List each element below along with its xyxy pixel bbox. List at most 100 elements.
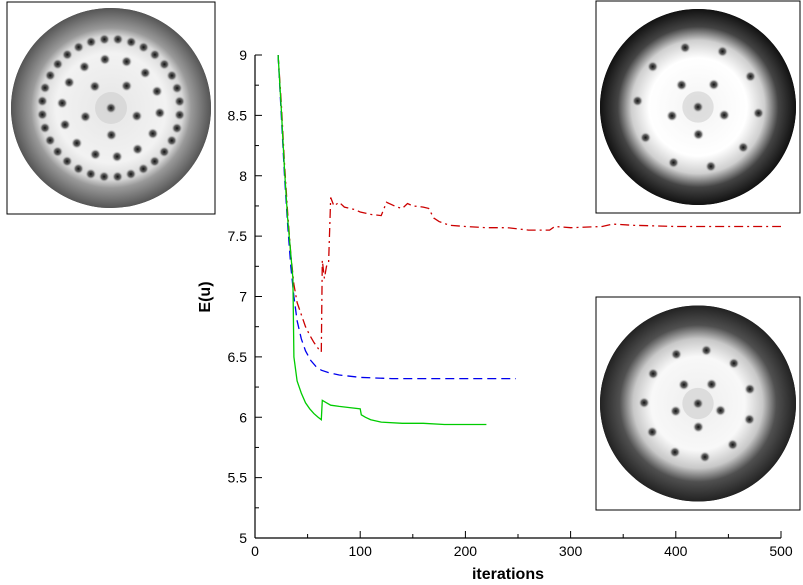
- vortex: [85, 168, 97, 180]
- vortex: [744, 383, 756, 395]
- vortex: [99, 53, 111, 65]
- vortex: [71, 137, 83, 149]
- vortex: [708, 79, 720, 91]
- vortex: [668, 157, 679, 169]
- vortex: [166, 70, 178, 82]
- vortex: [678, 379, 690, 391]
- x-tick-label: 300: [559, 543, 583, 559]
- vortex: [727, 439, 739, 451]
- vortex: [717, 45, 728, 57]
- vortex: [638, 397, 650, 409]
- vortex: [745, 70, 756, 82]
- x-tick-label: 500: [769, 543, 793, 559]
- vortex: [753, 107, 764, 119]
- vortex: [72, 163, 84, 175]
- y-tick-label: 6.5: [228, 349, 248, 365]
- vortex: [52, 146, 64, 158]
- vortex: [151, 85, 163, 97]
- vortex: [78, 61, 90, 73]
- vortex: [63, 76, 75, 88]
- vortex: [61, 155, 73, 167]
- vortex: [692, 101, 704, 113]
- y-axis-title: E(u): [197, 281, 214, 312]
- vortex: [125, 168, 137, 180]
- x-axis-title: iterations: [472, 566, 544, 583]
- y-tick-label: 8: [239, 168, 247, 184]
- vortex: [89, 80, 101, 92]
- vortex: [59, 119, 71, 131]
- y-tick-label: 5.5: [228, 470, 248, 486]
- vortex: [158, 146, 170, 158]
- vortex: [669, 446, 681, 458]
- vortex: [138, 41, 150, 53]
- vortex: [131, 110, 143, 122]
- series-line-3: [277, 54, 487, 426]
- vortex: [61, 49, 73, 61]
- vortex: [105, 129, 117, 141]
- vortex: [692, 128, 704, 140]
- vortex: [149, 49, 161, 61]
- vortex: [112, 171, 124, 183]
- y-tick-label: 9: [239, 47, 247, 63]
- vortex: [174, 109, 186, 121]
- vortex: [139, 67, 151, 79]
- vortex: [98, 33, 110, 45]
- x-axis-ticks: 0 100 200 300 400 500: [251, 531, 793, 559]
- series-line-1: [277, 54, 781, 354]
- vortex: [154, 107, 166, 119]
- x-tick-label: 200: [454, 543, 478, 559]
- vortex: [112, 33, 124, 45]
- y-tick-label: 7: [239, 289, 247, 305]
- vortex: [718, 109, 730, 121]
- vortex: [692, 421, 704, 433]
- vortex: [39, 82, 51, 94]
- x-tick-label: 100: [349, 543, 373, 559]
- inset-top-right: [595, 0, 801, 214]
- vortex: [125, 36, 137, 48]
- vortex: [158, 58, 170, 70]
- vortex: [44, 69, 56, 81]
- vortex: [699, 451, 711, 463]
- vortex: [171, 82, 183, 94]
- vortex: [171, 122, 183, 134]
- y-axis-ticks: 5 5.5 6 6.5 7 7.5 8 8.5 9: [228, 47, 262, 546]
- vortex: [52, 58, 64, 70]
- y-tick-label: 7.5: [228, 228, 248, 244]
- vortex: [39, 122, 51, 134]
- vortex: [706, 378, 718, 390]
- vortex: [85, 36, 97, 48]
- y-tick-label: 8.5: [228, 107, 248, 123]
- vortex: [147, 128, 159, 140]
- vortex: [647, 61, 659, 73]
- vortex: [89, 148, 101, 160]
- vortex: [44, 134, 56, 146]
- vortex: [137, 163, 149, 175]
- x-tick-label: 0: [251, 543, 259, 559]
- vortex: [149, 155, 161, 167]
- vortex: [121, 80, 133, 92]
- vortex: [666, 110, 678, 122]
- vortex: [679, 42, 691, 54]
- vortex: [737, 141, 749, 153]
- vortex: [79, 111, 91, 123]
- vortex: [166, 135, 178, 147]
- vortex: [692, 398, 704, 409]
- y-tick-label: 6: [239, 409, 247, 425]
- vortex: [670, 405, 682, 417]
- vortex: [98, 171, 110, 183]
- vortex: [728, 357, 740, 369]
- plot-axes: 0 100 200 300 400 500 5 5.5 6 6.5 7 7.5 8 8.5 9: [228, 47, 793, 559]
- y-tick-label: 5: [239, 530, 247, 546]
- inset-bottom-right: [595, 296, 801, 511]
- vortex: [670, 348, 682, 360]
- vortex: [56, 97, 68, 109]
- vortex: [36, 95, 48, 107]
- vortex: [132, 143, 144, 155]
- vortex: [111, 151, 123, 163]
- vortex: [646, 426, 658, 438]
- vortex: [705, 160, 717, 172]
- vortex: [105, 102, 117, 114]
- vortex: [632, 95, 643, 107]
- series-line-2: [277, 54, 516, 380]
